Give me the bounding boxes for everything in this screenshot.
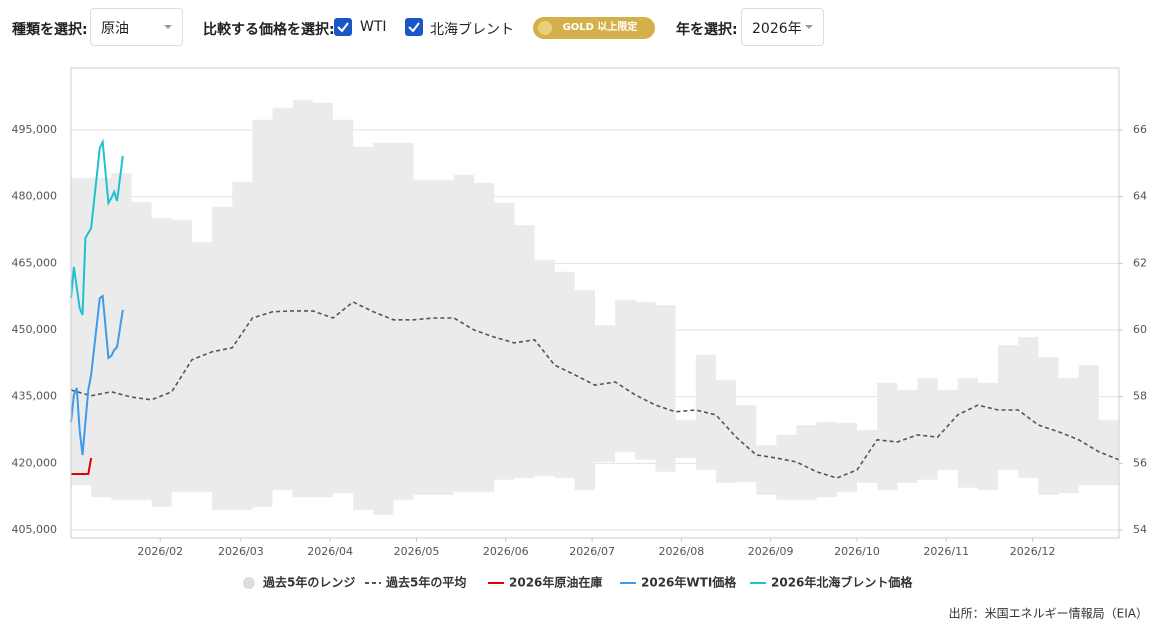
- y-tick-label: 435,000: [12, 390, 58, 403]
- y2-tick-label: 56: [1133, 456, 1147, 469]
- y2-tick-label: 54: [1133, 523, 1147, 536]
- checkbox[interactable]: [334, 18, 352, 36]
- x-tick-label: 2026/02: [137, 545, 183, 558]
- y-tick-label: 495,000: [12, 123, 58, 136]
- legend-label: 2026年原油在庫: [509, 575, 602, 590]
- compare-label: 比較する価格を選択:: [203, 22, 335, 38]
- checkbox-label[interactable]: WTI: [360, 19, 387, 35]
- y2-tick-label: 64: [1133, 190, 1147, 203]
- checkbox-label[interactable]: 北海ブレント: [430, 22, 514, 38]
- legend-label: 2026年北海ブレント価格: [771, 575, 913, 590]
- x-tick-label: 2026/04: [307, 545, 353, 558]
- series-line: [71, 457, 93, 475]
- y-tick-label: 450,000: [12, 323, 58, 336]
- x-tick-label: 2026/07: [569, 545, 615, 558]
- x-tick-label: 2026/11: [923, 545, 969, 558]
- y2-tick-label: 58: [1133, 390, 1147, 403]
- x-tick-label: 2026/12: [1010, 545, 1056, 558]
- y-tick-label: 480,000: [12, 190, 58, 203]
- y-tick-label: 420,000: [12, 456, 58, 469]
- x-tick-label: 2026/09: [748, 545, 794, 558]
- y-tick-label: 405,000: [12, 523, 58, 536]
- plot-border: [70, 67, 1120, 539]
- legend-label: 過去5年のレンジ: [262, 575, 355, 590]
- checkbox[interactable]: [405, 18, 423, 36]
- series-line: [70, 301, 1120, 479]
- legend-swatch: [243, 577, 255, 589]
- year-select[interactable]: 2026年: [741, 8, 824, 46]
- legend-label: 2026年WTI価格: [641, 575, 737, 590]
- source-note: 出所：米国エネルギー情報局（EIA）: [949, 607, 1148, 621]
- year-label: 年を選択:: [676, 22, 738, 38]
- gold-badge[interactable]: GOLD 以上限定: [533, 17, 655, 39]
- check-icon: [337, 22, 349, 33]
- x-tick-label: 2026/10: [834, 545, 880, 558]
- series-line: [70, 138, 124, 316]
- x-tick-label: 2026/08: [659, 545, 705, 558]
- range-band: [71, 99, 1119, 515]
- y2-tick-label: 60: [1133, 323, 1147, 336]
- type-select[interactable]: 原油: [90, 8, 183, 46]
- legend-label: 過去5年の平均: [385, 575, 466, 590]
- type-label: 種類を選択:: [12, 22, 88, 38]
- series-line: [70, 294, 124, 456]
- y2-tick-label: 66: [1133, 123, 1147, 136]
- x-tick-label: 2026/06: [483, 545, 529, 558]
- y-tick-label: 465,000: [12, 256, 58, 269]
- x-tick-label: 2026/03: [218, 545, 264, 558]
- y2-tick-label: 62: [1133, 256, 1147, 269]
- x-tick-label: 2026/05: [394, 545, 440, 558]
- check-icon: [408, 22, 420, 33]
